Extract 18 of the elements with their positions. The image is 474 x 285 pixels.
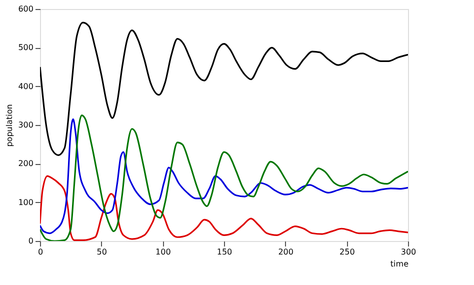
x-tick-label: 150: [216, 248, 232, 256]
y-axis-title: population: [5, 104, 14, 147]
line-series: [40, 22, 408, 156]
y-tick-label: 400: [18, 82, 34, 91]
y-tick-label: 300: [18, 120, 34, 130]
y-tick-label: 100: [18, 198, 34, 207]
x-tick-label: 50: [96, 248, 107, 256]
x-tick-label: 100: [156, 248, 171, 256]
x-axis-title: time: [390, 260, 409, 268]
x-tick-label: 200: [278, 248, 294, 256]
x-tick-label: 300: [400, 248, 416, 256]
x-tick-label: 250: [340, 248, 355, 256]
y-tick-label: 500: [18, 43, 34, 52]
x-tick-label: 0: [38, 248, 44, 256]
y-tick-label: 200: [18, 159, 34, 168]
y-tick-label: 600: [18, 4, 34, 14]
line-series: [40, 175, 408, 241]
y-tick-label: 0: [28, 236, 34, 246]
